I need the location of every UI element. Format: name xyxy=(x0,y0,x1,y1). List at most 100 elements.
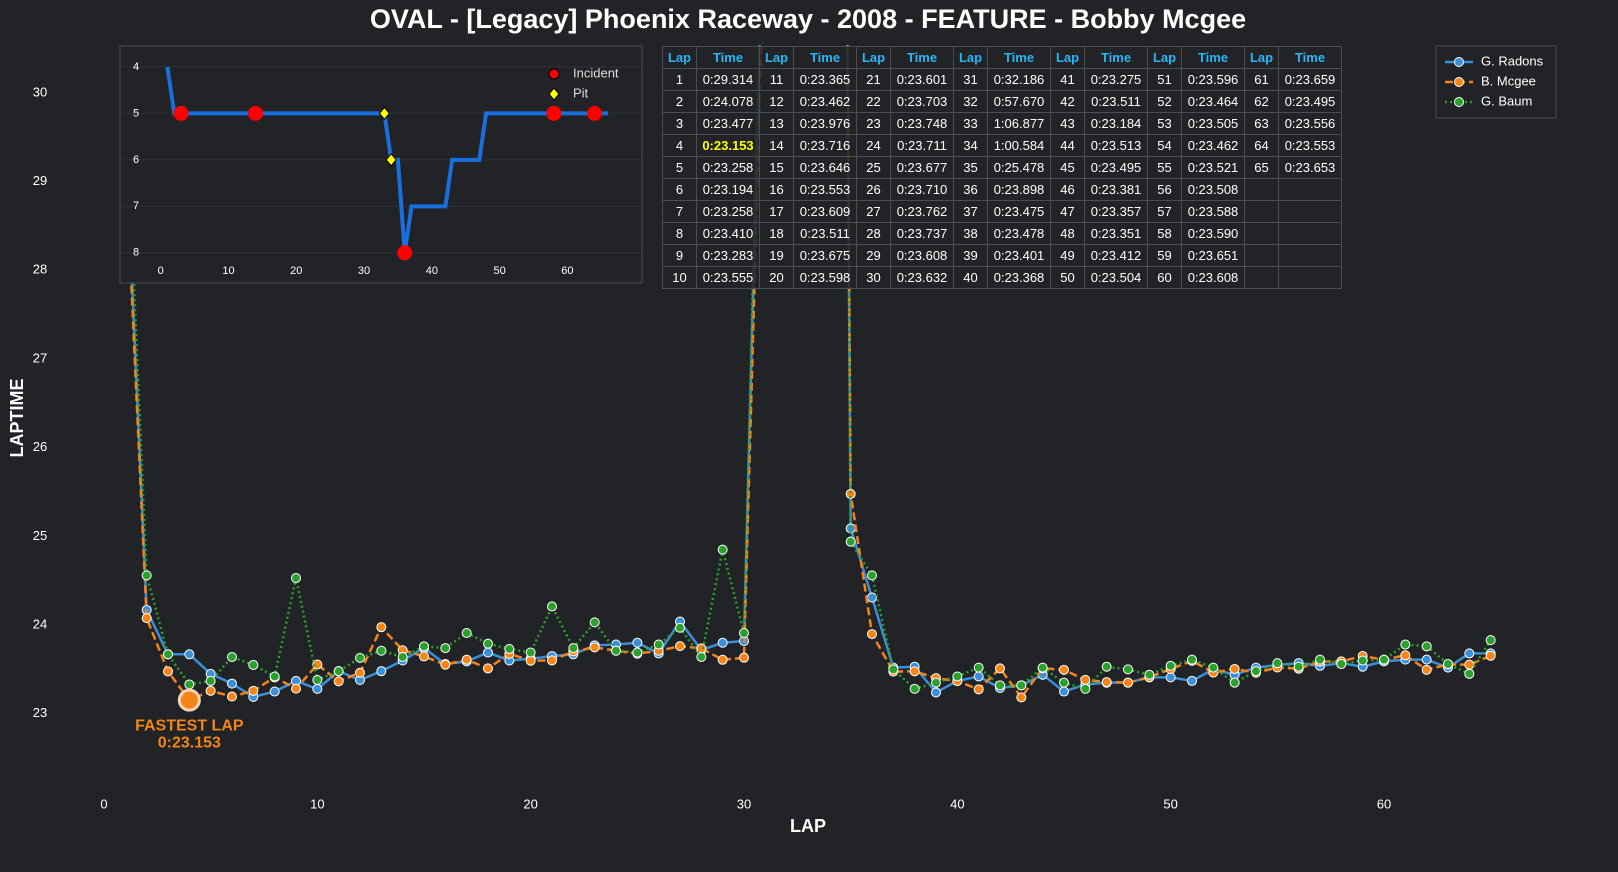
table-cell: 57 xyxy=(1147,200,1182,223)
column-header: Time xyxy=(696,46,760,69)
position-line xyxy=(165,66,609,254)
table-cell: 0:23.513 xyxy=(1084,134,1148,157)
data-point xyxy=(867,570,877,581)
data-point xyxy=(717,637,728,648)
table-cell: 0:23.351 xyxy=(1084,222,1148,245)
table-cell: 0:23.478 xyxy=(987,222,1051,245)
data-point xyxy=(1059,664,1069,675)
data-point xyxy=(1037,662,1048,673)
data-point xyxy=(419,651,429,662)
data-point xyxy=(717,654,728,665)
data-point xyxy=(291,683,301,694)
x-tick-label: 20 xyxy=(523,796,537,811)
table-cell: 0:23.588 xyxy=(1181,200,1245,223)
data-point xyxy=(1229,663,1240,674)
table-cell: 40 xyxy=(953,266,988,289)
chart-title: OVAL - [Legacy] Phoenix Raceway - 2008 -… xyxy=(370,4,1246,34)
data-point xyxy=(312,659,323,670)
y-tick-label: 29 xyxy=(33,173,47,188)
table-row: 3 0:23.477 13 0:23.976 23 0:23.748 33 1:06.877 4… xyxy=(662,112,1342,135)
table-cell: 0:23.365 xyxy=(793,68,857,91)
table-cell: 0:23.511 xyxy=(1084,90,1148,113)
table-cell: 0:23.275 xyxy=(1084,68,1148,91)
table-cell: 0:23.475 xyxy=(987,200,1051,223)
table-cell: 43 xyxy=(1050,112,1085,135)
incident-marker xyxy=(546,105,562,121)
data-point xyxy=(1293,661,1304,672)
data-point xyxy=(227,651,237,662)
data-point xyxy=(333,666,344,677)
table-cell: 50 xyxy=(1050,266,1085,289)
table-cell: 15 xyxy=(759,156,794,179)
column-header: Time xyxy=(793,46,857,69)
legend-label: Incident xyxy=(573,65,619,80)
data-point xyxy=(568,643,579,654)
fastest-lap-time: 0:23.153 xyxy=(158,734,221,751)
table-cell: 0:23.477 xyxy=(696,112,760,135)
table-cell: 49 xyxy=(1050,244,1085,267)
data-point xyxy=(547,655,557,666)
data-point xyxy=(291,573,301,584)
table-cell: 30 xyxy=(856,266,891,289)
table-cell: 39 xyxy=(953,244,988,267)
legend-marker xyxy=(1454,57,1464,67)
pit-marker xyxy=(385,153,397,167)
table-cell: 0:23.553 xyxy=(1278,134,1342,157)
data-point xyxy=(184,679,195,690)
data-point xyxy=(227,678,237,689)
table-cell: 6 xyxy=(662,178,697,201)
table-cell: 23 xyxy=(856,112,891,135)
data-point xyxy=(1016,680,1027,691)
data-point xyxy=(525,647,536,658)
x-tick-label: 10 xyxy=(310,796,324,811)
y-tick-label: 7 xyxy=(133,200,139,212)
column-header: Lap xyxy=(953,46,988,69)
table-row: 6 0:23.194 16 0:23.553 26 0:23.710 36 0:23.898 4… xyxy=(662,178,1342,201)
table-cell: 0:24.078 xyxy=(696,90,760,113)
data-point xyxy=(248,685,259,696)
data-point xyxy=(675,622,685,633)
table-cell: 8 xyxy=(662,222,697,245)
table-cell: 0:23.401 xyxy=(987,244,1051,267)
y-tick-label: 26 xyxy=(33,439,47,454)
y-tick-label: 4 xyxy=(133,61,139,73)
table-cell: 3 xyxy=(662,112,697,135)
data-point xyxy=(1336,659,1347,670)
data-point xyxy=(973,662,984,673)
table-cell: 20 xyxy=(759,266,794,289)
table-cell: 51 xyxy=(1147,68,1182,91)
data-point xyxy=(632,637,643,648)
table-cell: 0:23.357 xyxy=(1084,200,1148,223)
data-point xyxy=(333,676,344,687)
table-cell: 27 xyxy=(856,200,891,223)
table-cell: 11 xyxy=(759,68,794,91)
table-cell: 19 xyxy=(759,244,794,267)
x-tick-label: 0 xyxy=(100,796,107,811)
table-cell: 1 xyxy=(662,68,697,91)
data-point xyxy=(248,659,259,670)
data-point xyxy=(1400,639,1411,650)
y-tick-label: 23 xyxy=(33,705,47,720)
data-point xyxy=(1315,654,1325,665)
data-point xyxy=(867,592,877,603)
x-tick-label: 0 xyxy=(158,265,164,277)
table-cell: 0:23.381 xyxy=(1084,178,1148,201)
table-cell: 0:57.670 xyxy=(987,90,1051,113)
data-point xyxy=(1165,672,1176,683)
table-cell: 0:23.590 xyxy=(1181,222,1245,245)
data-point xyxy=(909,683,920,694)
table-cell: 0:23.675 xyxy=(793,244,857,267)
column-header: Lap xyxy=(759,46,794,69)
data-point xyxy=(1379,654,1389,665)
data-point xyxy=(504,643,515,654)
table-row: 2 0:24.078 12 0:23.462 22 0:23.703 32 0:57.670 4… xyxy=(662,90,1342,113)
data-point xyxy=(440,659,451,670)
x-tick-label: 30 xyxy=(358,265,370,277)
table-cell xyxy=(1278,178,1342,201)
data-point xyxy=(1485,635,1496,646)
data-point xyxy=(376,622,387,633)
data-point xyxy=(995,680,1005,691)
table-cell: 0:23.632 xyxy=(890,266,954,289)
table-cell: 25 xyxy=(856,156,891,179)
